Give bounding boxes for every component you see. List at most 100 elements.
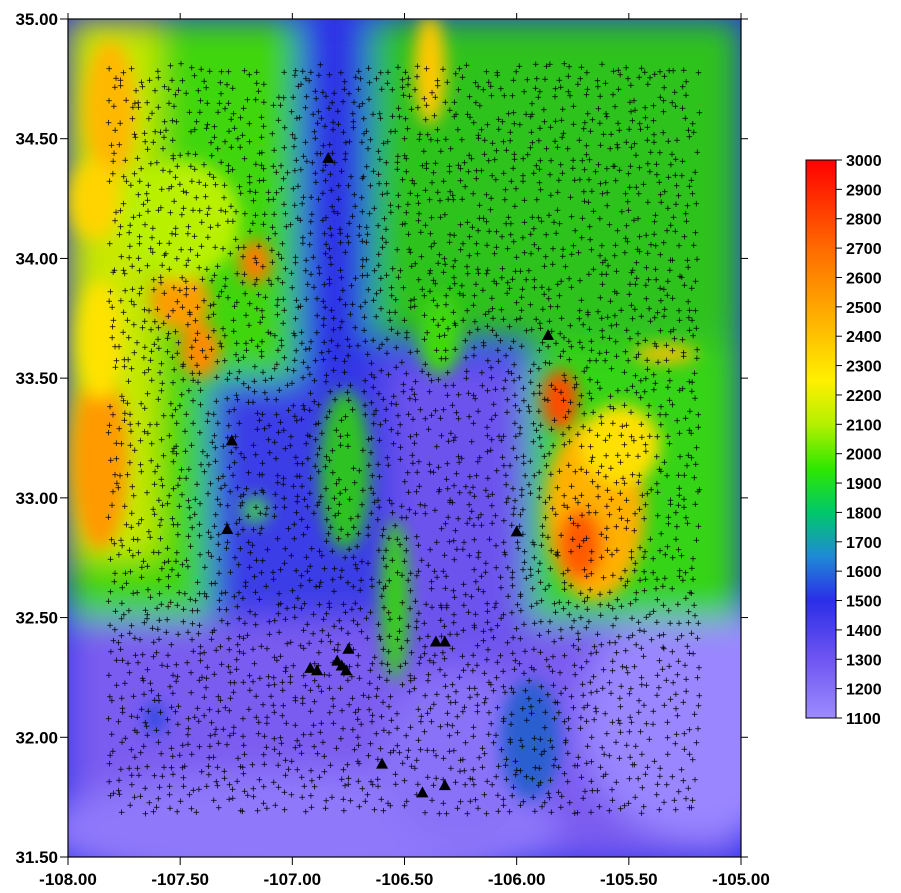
station-marker: + xyxy=(688,564,696,574)
colorbar-label: 3000 xyxy=(846,153,882,170)
station-marker: + xyxy=(138,467,146,477)
station-marker: + xyxy=(565,598,573,608)
station-marker: + xyxy=(188,64,196,74)
station-marker: + xyxy=(340,765,348,775)
station-marker: + xyxy=(173,661,181,671)
station-marker: + xyxy=(473,661,481,671)
station-marker: + xyxy=(282,444,290,454)
station-marker: + xyxy=(657,296,665,306)
station-marker: + xyxy=(294,182,302,192)
station-marker: + xyxy=(245,538,253,548)
station-marker: + xyxy=(434,136,442,146)
station-marker: + xyxy=(233,777,241,787)
station-marker: + xyxy=(536,559,544,569)
station-marker: + xyxy=(629,266,637,276)
station-marker: + xyxy=(189,206,197,216)
station-marker: + xyxy=(633,183,641,193)
station-marker: + xyxy=(151,86,159,96)
station-marker: + xyxy=(355,231,363,241)
station-marker: + xyxy=(418,253,426,263)
station-marker: + xyxy=(128,771,136,781)
station-marker: + xyxy=(271,616,279,626)
station-marker: + xyxy=(379,645,387,655)
station-marker: + xyxy=(567,514,575,524)
station-marker: + xyxy=(667,695,675,705)
station-marker: + xyxy=(678,552,686,562)
station-marker: + xyxy=(558,792,566,802)
station-marker: + xyxy=(279,711,287,721)
station-marker: + xyxy=(598,242,606,252)
station-marker: + xyxy=(541,75,549,85)
station-marker: + xyxy=(188,805,196,815)
station-marker: + xyxy=(128,364,136,374)
station-marker: + xyxy=(126,221,134,231)
station-marker: + xyxy=(474,250,482,260)
station-marker: + xyxy=(219,325,227,335)
station-marker: + xyxy=(176,401,184,411)
station-marker: + xyxy=(311,676,319,686)
station-marker: + xyxy=(130,321,138,331)
station-marker: + xyxy=(568,342,576,352)
station-marker: + xyxy=(259,313,267,323)
station-marker: + xyxy=(293,509,301,519)
station-marker: + xyxy=(246,137,254,147)
station-marker: + xyxy=(300,671,308,681)
station-marker: + xyxy=(117,645,125,655)
station-marker: + xyxy=(108,730,116,740)
station-marker: + xyxy=(221,104,229,114)
station-marker: + xyxy=(335,475,343,485)
station-marker: + xyxy=(603,533,611,543)
station-marker: + xyxy=(610,405,618,415)
station-marker: + xyxy=(692,307,700,317)
station-marker: + xyxy=(291,721,299,731)
triangle-marker xyxy=(221,522,234,534)
station-marker: + xyxy=(474,804,482,814)
station-marker: + xyxy=(193,194,201,204)
station-marker: + xyxy=(559,252,567,262)
station-marker: + xyxy=(143,99,151,109)
station-marker: + xyxy=(435,487,443,497)
station-marker: + xyxy=(146,76,154,86)
station-marker: + xyxy=(250,526,258,536)
station-marker: + xyxy=(513,766,521,776)
station-marker: + xyxy=(507,219,515,229)
station-marker: + xyxy=(370,204,378,214)
station-marker: + xyxy=(310,743,318,753)
station-marker: + xyxy=(685,607,693,617)
station-marker: + xyxy=(396,455,404,465)
station-marker: + xyxy=(531,734,539,744)
station-marker: + xyxy=(595,105,603,115)
station-marker: + xyxy=(672,155,680,165)
station-marker: + xyxy=(536,389,544,399)
station-marker: + xyxy=(108,501,116,511)
station-marker: + xyxy=(225,127,233,137)
station-marker: + xyxy=(467,797,475,807)
station-marker: + xyxy=(196,369,204,379)
station-marker: + xyxy=(262,510,270,520)
station-marker: + xyxy=(629,117,637,127)
station-marker: + xyxy=(214,763,222,773)
station-marker: + xyxy=(289,185,297,195)
station-marker: + xyxy=(552,85,560,95)
station-marker: + xyxy=(546,359,554,369)
station-marker: + xyxy=(522,574,530,584)
station-marker: + xyxy=(530,665,538,675)
station-marker: + xyxy=(594,83,602,93)
station-marker: + xyxy=(426,387,434,397)
station-marker: + xyxy=(122,569,130,579)
station-marker: + xyxy=(291,693,299,703)
station-marker: + xyxy=(455,85,463,95)
station-marker: + xyxy=(158,387,166,397)
station-marker: + xyxy=(580,536,588,546)
station-marker: + xyxy=(680,352,688,362)
station-marker: + xyxy=(599,684,607,694)
station-marker: + xyxy=(165,572,173,582)
station-marker: + xyxy=(367,484,375,494)
station-marker: + xyxy=(214,540,222,550)
station-marker: + xyxy=(454,713,462,723)
station-marker: + xyxy=(527,565,535,575)
station-marker: + xyxy=(459,73,467,83)
station-marker: + xyxy=(169,457,177,467)
station-marker: + xyxy=(402,370,410,380)
station-marker: + xyxy=(648,635,656,645)
